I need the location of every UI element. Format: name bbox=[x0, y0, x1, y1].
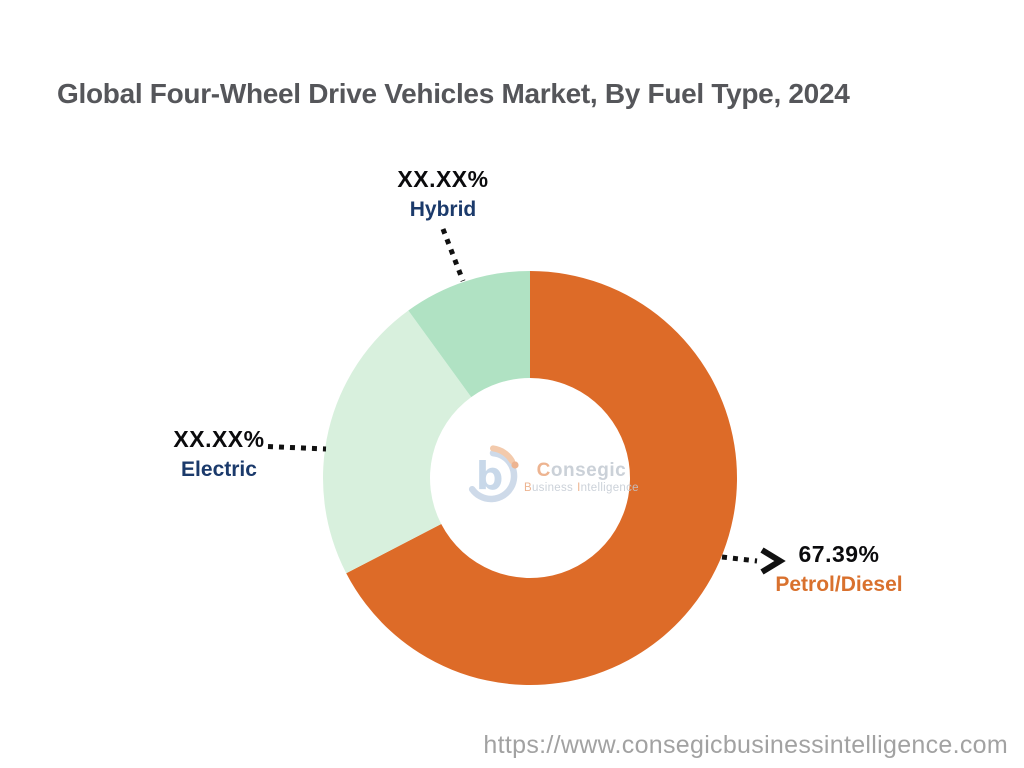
electric-callout-line bbox=[267, 444, 327, 452]
donut-slice-electric bbox=[323, 310, 472, 574]
petrol-callout-line bbox=[721, 554, 758, 564]
electric-value: XX.XX% bbox=[173, 426, 265, 452]
donut-slice-petrol-diesel bbox=[346, 271, 738, 685]
petrol-callout-arrow-icon bbox=[760, 547, 786, 575]
hybrid-label: Hybrid bbox=[409, 198, 477, 221]
donut-slices bbox=[323, 271, 738, 685]
petrol-diesel-callout: 67.39% Petrol/Diesel bbox=[758, 541, 920, 596]
hybrid-callout-line bbox=[440, 228, 466, 282]
electric-callout: XX.XX% Electric bbox=[139, 426, 299, 481]
hybrid-callout: XX.XX% Hybrid bbox=[363, 166, 523, 221]
donut-slice-hybrid bbox=[408, 271, 530, 398]
source-url: https://www.consegicbusinessintelligence… bbox=[483, 731, 1008, 759]
petrol-diesel-value: 67.39% bbox=[798, 541, 880, 567]
chart-title: Global Four-Wheel Drive Vehicles Market,… bbox=[57, 78, 850, 109]
hybrid-value: XX.XX% bbox=[397, 166, 489, 192]
petrol-diesel-label: Petrol/Diesel bbox=[775, 573, 903, 596]
electric-label: Electric bbox=[181, 458, 257, 481]
